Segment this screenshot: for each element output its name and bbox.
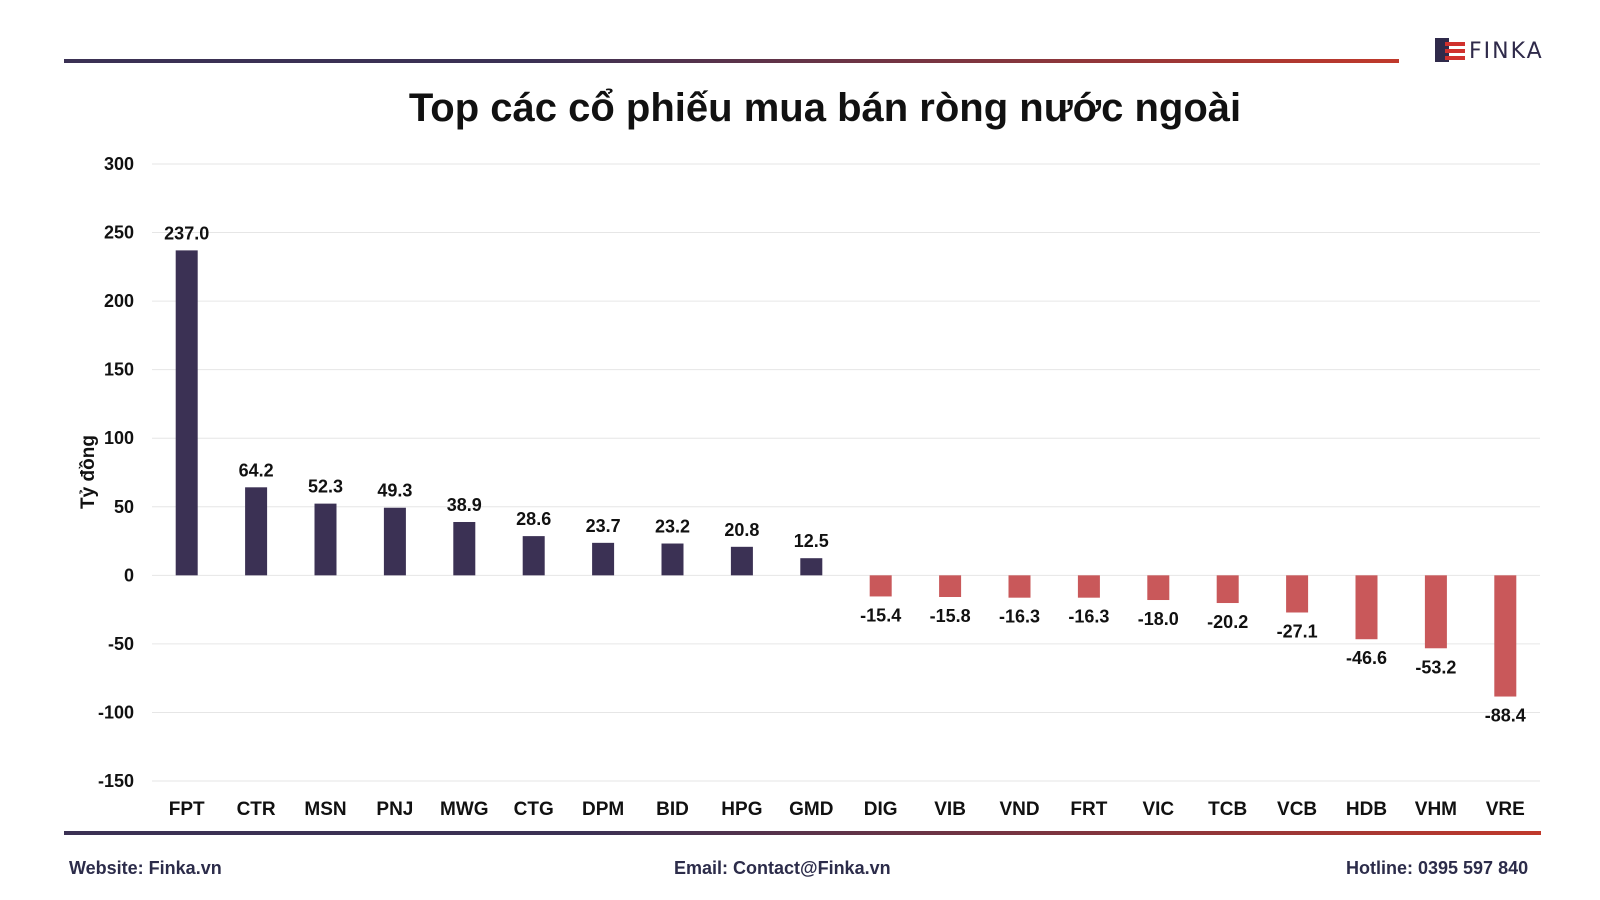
footer-email[interactable]: Email: Contact@Finka.vn — [674, 858, 891, 878]
data-label: -16.3 — [1068, 607, 1109, 627]
x-tick-label: TCB — [1208, 799, 1247, 820]
bar-hpg — [730, 546, 753, 576]
x-tick-label: DPM — [582, 799, 624, 820]
bar-pnj — [383, 507, 406, 576]
data-label: -15.4 — [860, 605, 901, 625]
data-label: 237.0 — [164, 223, 209, 243]
x-tick-label: HPG — [721, 799, 762, 820]
bar-gmd — [800, 558, 823, 576]
y-tick-label: -100 — [98, 702, 134, 722]
top-rule — [64, 59, 1399, 63]
bar-tcb — [1216, 575, 1239, 604]
y-tick-label: 100 — [104, 428, 134, 448]
x-tick-label: VCB — [1277, 799, 1317, 820]
finka-logo: FINKA — [1435, 35, 1544, 67]
bottom-rule — [64, 831, 1541, 835]
x-tick-label: VIB — [934, 799, 966, 820]
data-label: 20.8 — [724, 520, 759, 540]
x-tick-label: CTR — [237, 799, 276, 820]
bar-vcb — [1286, 575, 1309, 613]
bar-mwg — [453, 521, 476, 576]
data-label: 23.2 — [655, 517, 690, 537]
data-label: 28.6 — [516, 509, 551, 529]
bar-vnd — [1008, 575, 1031, 598]
bar-frt — [1077, 575, 1100, 598]
data-label: 64.2 — [239, 460, 274, 480]
data-label: -46.6 — [1346, 648, 1387, 668]
x-tick-label: VIC — [1142, 799, 1174, 820]
y-tick-label: -150 — [98, 771, 134, 791]
x-tick-label: VND — [999, 799, 1039, 820]
data-label: -20.2 — [1207, 612, 1248, 632]
x-tick-label: PNJ — [376, 799, 413, 820]
data-label: 38.9 — [447, 495, 482, 515]
y-axis-label: Tỷ đồng — [78, 435, 99, 509]
bar-vhm — [1424, 575, 1447, 649]
bar-ctg — [522, 536, 545, 576]
x-tick-label: VRE — [1486, 799, 1525, 820]
data-label: -16.3 — [999, 607, 1040, 627]
data-label: -18.0 — [1138, 609, 1179, 629]
bar-vib — [939, 575, 962, 597]
x-tick-label: FRT — [1070, 799, 1107, 820]
y-tick-label: 200 — [104, 291, 134, 311]
brand-name: FINKA — [1469, 38, 1544, 64]
x-tick-label: MSN — [304, 799, 346, 820]
finka-logo-icon — [1435, 38, 1465, 62]
footer-website[interactable]: Website: Finka.vn — [69, 858, 222, 878]
x-tick-label: GMD — [789, 799, 833, 820]
data-label: -88.4 — [1485, 706, 1526, 726]
bar-bid — [661, 543, 684, 576]
data-label: -53.2 — [1415, 657, 1456, 677]
x-tick-label: DIG — [864, 799, 898, 820]
footer-hotline: Hotline: 0395 597 840 — [1346, 858, 1529, 878]
x-tick-label: CTG — [514, 799, 554, 820]
x-tick-label: BID — [656, 799, 689, 820]
bar-fpt — [175, 250, 198, 576]
bar-ctr — [245, 487, 268, 576]
bar-vre — [1494, 575, 1517, 697]
x-tick-label: FPT — [169, 799, 205, 820]
y-tick-label: -50 — [108, 634, 134, 654]
x-tick-label: MWG — [440, 799, 489, 820]
x-tick-label: VHM — [1415, 799, 1457, 820]
data-label: 23.7 — [586, 516, 621, 536]
data-label: 49.3 — [377, 481, 412, 501]
x-tick-label: HDB — [1346, 799, 1387, 820]
data-label: 12.5 — [794, 531, 829, 551]
bar-hdb — [1355, 575, 1378, 640]
chart-title: Top các cổ phiếu mua bán ròng nước ngoài — [408, 86, 1242, 130]
y-tick-label: 0 — [124, 565, 134, 585]
y-tick-label: 50 — [114, 497, 134, 517]
bar-dpm — [592, 542, 615, 576]
bar-msn — [314, 503, 337, 576]
y-tick-label: 150 — [104, 360, 134, 380]
data-label: -27.1 — [1277, 621, 1318, 641]
data-label: -15.8 — [930, 606, 971, 626]
bar-dig — [869, 575, 892, 597]
bar-vic — [1147, 575, 1170, 601]
y-tick-label: 250 — [104, 223, 134, 243]
y-tick-label: 300 — [104, 154, 134, 174]
data-label: 52.3 — [308, 477, 343, 497]
